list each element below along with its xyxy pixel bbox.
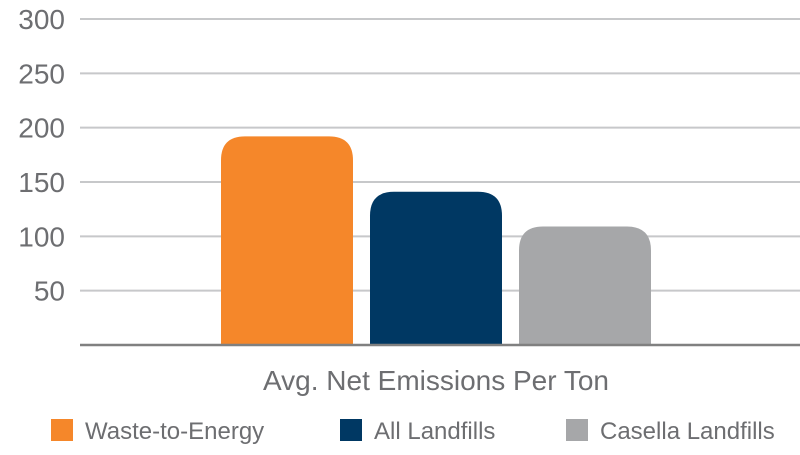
y-tick-label: 50	[34, 276, 65, 307]
gridlines	[80, 18, 800, 292]
bar-all-landfills	[370, 191, 502, 345]
legend-swatch-all-landfills	[340, 419, 362, 441]
x-axis-label: Avg. Net Emissions Per Ton	[263, 365, 609, 396]
legend-label-casella-landfills: Casella Landfills	[600, 418, 775, 445]
y-tick-label: 150	[18, 167, 65, 198]
legend-swatch-waste-to-energy	[51, 419, 73, 441]
y-tick-label: 200	[18, 113, 65, 144]
bar-casella-landfills	[519, 226, 651, 345]
y-tick-label: 300	[18, 4, 65, 35]
legend-label-all-landfills: All Landfills	[374, 418, 495, 445]
legend: Waste-to-Energy All Landfills Casella Land…	[51, 418, 775, 445]
y-axis-ticks: 50 100 150 200 250 300	[18, 4, 65, 307]
legend-swatch-casella-landfills	[566, 419, 588, 441]
y-tick-label: 250	[18, 58, 65, 89]
y-tick-label: 100	[18, 221, 65, 252]
bars	[221, 136, 651, 345]
bar-waste-to-energy	[221, 136, 353, 345]
legend-label-waste-to-energy: Waste-to-Energy	[85, 418, 264, 445]
